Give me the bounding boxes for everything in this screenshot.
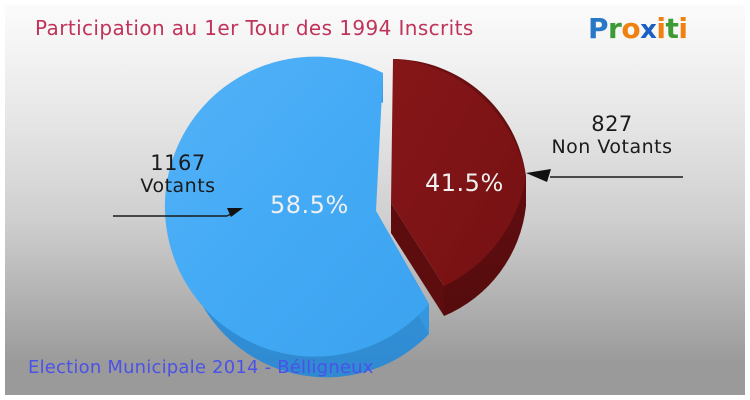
callout-right-leader <box>526 169 683 182</box>
chart-caption: Election Municipale 2014 - Bélligneux <box>28 357 374 378</box>
callout-left-leader <box>113 208 243 217</box>
logo-letter-t: t <box>665 12 679 45</box>
logo-letter-i2: i <box>678 12 688 45</box>
slice-label-non-votants: 41.5% <box>425 169 504 197</box>
logo-letter-p: P <box>588 12 609 45</box>
callout-non-votants-value: 827 <box>591 112 633 136</box>
callout-votants: 1167 Votants <box>113 151 243 197</box>
callout-non-votants-label: Non Votants <box>551 136 673 158</box>
logo-letter-i1: i <box>656 12 666 45</box>
chart-canvas: Participation au 1er Tour des 1994 Inscr… <box>5 5 745 395</box>
slice-label-votants: 58.5% <box>270 191 349 219</box>
proxiti-logo[interactable]: Proxiti <box>588 12 688 45</box>
page-title: Participation au 1er Tour des 1994 Inscr… <box>35 16 474 40</box>
callout-non-votants: 827 Non Votants <box>532 112 692 158</box>
callout-votants-label: Votants <box>140 175 216 197</box>
callout-votants-value: 1167 <box>150 151 206 175</box>
logo-letter-x: x <box>640 15 657 45</box>
logo-letter-o: o <box>621 12 641 45</box>
pie-chart-graphic <box>113 56 683 378</box>
logo-letter-r: r <box>608 12 622 45</box>
